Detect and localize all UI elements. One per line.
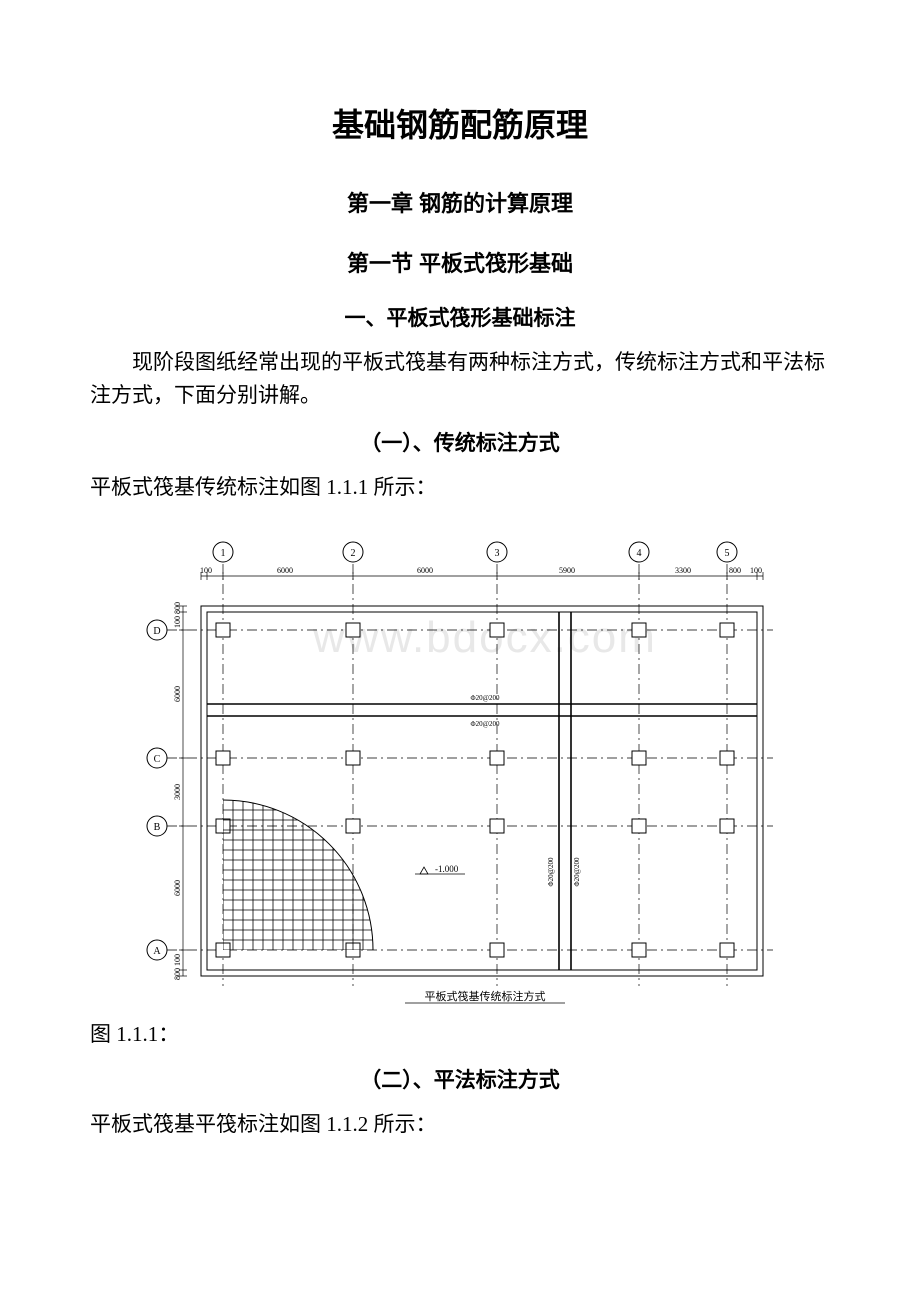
svg-text:800: 800	[173, 968, 182, 980]
svg-text:5: 5	[725, 548, 730, 559]
svg-text:800: 800	[729, 566, 741, 575]
svg-text:平板式筏基传统标注方式: 平板式筏基传统标注方式	[425, 989, 546, 1003]
svg-text:100: 100	[173, 954, 182, 966]
chapter-heading: 第一章 钢筋的计算原理	[90, 186, 830, 218]
svg-text:Φ20@200: Φ20@200	[547, 857, 555, 887]
svg-text:3300: 3300	[675, 566, 691, 575]
svg-text:www.bdocx.com: www.bdocx.com	[312, 613, 657, 662]
intro-paragraph: 现阶段图纸经常出现的平板式筏基有两种标注方式，传统标注方式和平法标注方式，下面分…	[90, 346, 830, 411]
svg-text:Φ20@200: Φ20@200	[470, 694, 500, 702]
figure-label-1: 图 1.1.1：	[90, 1018, 830, 1048]
svg-text:6000: 6000	[173, 880, 182, 896]
svg-text:C: C	[154, 754, 161, 765]
svg-text:5900: 5900	[559, 566, 575, 575]
section-heading: 第一节 平板式筏形基础	[90, 246, 830, 278]
svg-text:1: 1	[221, 548, 226, 559]
svg-text:Φ20@200: Φ20@200	[470, 720, 500, 728]
main-title: 基础钢筋配筋原理	[90, 100, 830, 146]
figure-ref-1: 平板式筏基传统标注如图 1.1.1 所示：	[90, 471, 830, 504]
svg-text:Φ20@200: Φ20@200	[573, 857, 581, 887]
svg-text:A: A	[153, 946, 161, 957]
heading-1: 一、平板式筏形基础标注	[90, 302, 830, 332]
subheading-1: （一）、传统标注方式	[90, 427, 830, 457]
svg-text:100: 100	[750, 566, 762, 575]
figure-1: www.bdocx.com 1 2 3 4 5 D C B A 100 6000 6000 5900 330…	[90, 512, 830, 1012]
svg-text:6000: 6000	[173, 686, 182, 702]
svg-text:100: 100	[173, 616, 182, 628]
figure-ref-2: 平板式筏基平筏标注如图 1.1.2 所示：	[90, 1108, 830, 1141]
svg-text:2: 2	[351, 548, 356, 559]
svg-text:6000: 6000	[417, 566, 433, 575]
svg-text:D: D	[153, 626, 160, 637]
svg-text:100: 100	[200, 566, 212, 575]
svg-text:3: 3	[495, 548, 500, 559]
svg-text:4: 4	[637, 548, 642, 559]
svg-text:-1.000: -1.000	[435, 864, 459, 874]
svg-text:3000: 3000	[173, 784, 182, 800]
subheading-2: （二）、平法标注方式	[90, 1064, 830, 1094]
raft-foundation-diagram: www.bdocx.com 1 2 3 4 5 D C B A 100 6000 6000 5900 330…	[135, 512, 785, 1012]
svg-text:6000: 6000	[277, 566, 293, 575]
svg-text:B: B	[154, 822, 161, 833]
svg-text:800: 800	[173, 602, 182, 614]
